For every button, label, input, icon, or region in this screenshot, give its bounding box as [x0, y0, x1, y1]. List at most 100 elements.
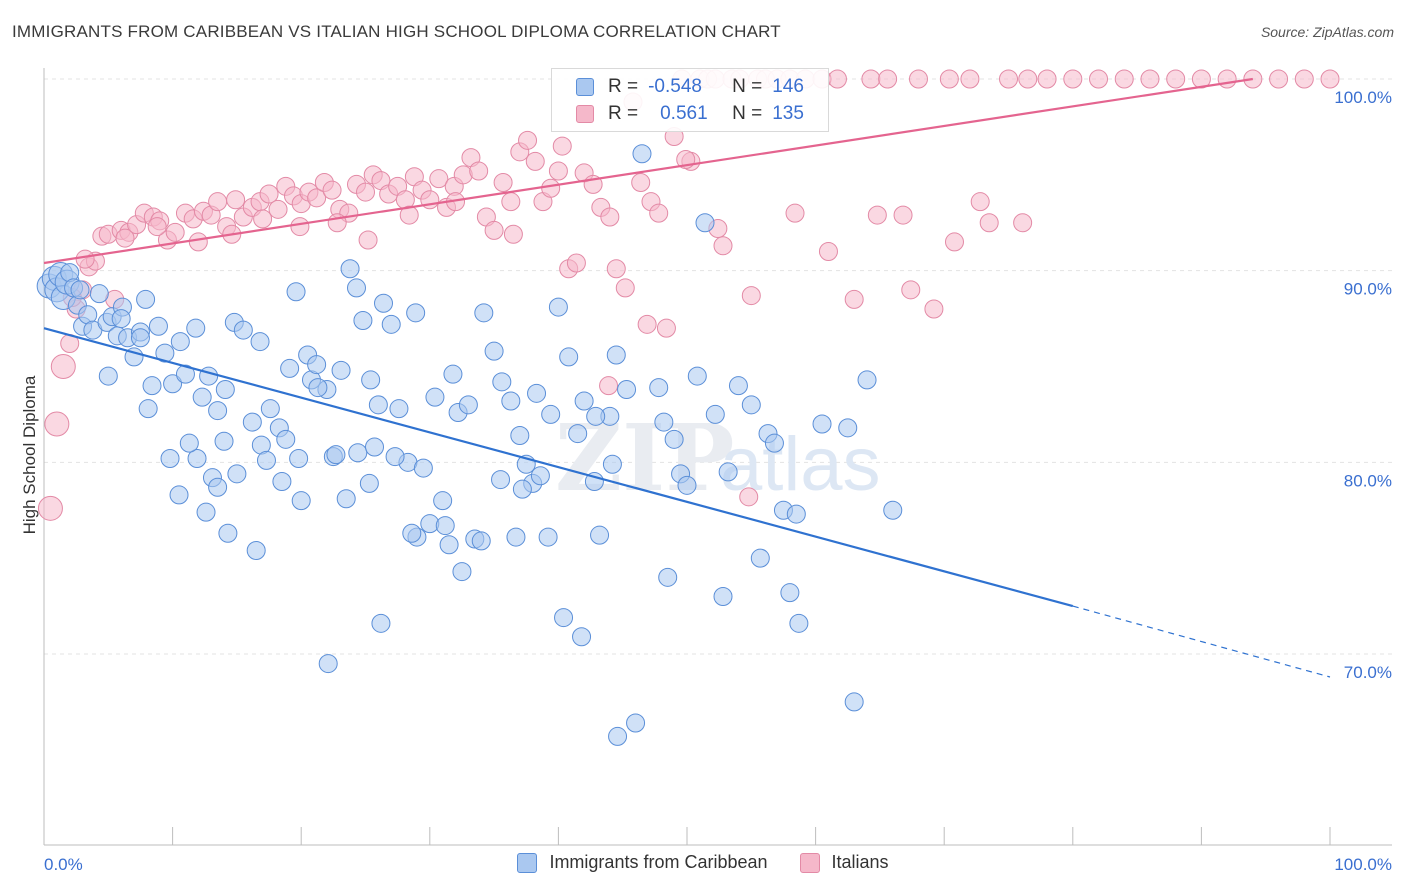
point-caribbean [541, 404, 561, 424]
point-caribbean [510, 426, 530, 445]
legend-n-label: N = [732, 76, 763, 97]
point-caribbean [169, 485, 189, 505]
point-caribbean [136, 289, 156, 309]
legend-row-caribbean: R = -0.548 N = 146 [576, 75, 804, 99]
point-caribbean [530, 466, 550, 486]
point-italians [979, 213, 999, 233]
point-caribbean [705, 404, 725, 424]
watermark: ZIP atlas [555, 404, 881, 512]
chart-title: IMMIGRANTS FROM CARIBBEAN VS ITALIAN HIG… [12, 22, 781, 41]
point-italians [656, 318, 676, 338]
legend-n-value-italians: 135 [772, 103, 804, 124]
point-caribbean [554, 608, 574, 628]
trend-line-italians [43, 77, 1254, 265]
point-italians [115, 228, 135, 248]
point-caribbean [501, 391, 521, 411]
point-caribbean [606, 345, 626, 365]
point-caribbean [368, 395, 388, 415]
point-caribbean [276, 429, 296, 449]
point-caribbean [568, 424, 588, 444]
point-caribbean [260, 399, 280, 419]
point-caribbean [98, 366, 118, 386]
point-italians [1089, 69, 1109, 89]
point-caribbean [242, 412, 262, 432]
point-caribbean [286, 282, 306, 302]
point-italians [322, 180, 342, 200]
point-italians [75, 249, 95, 269]
point-italians [44, 411, 70, 437]
point-italians [861, 69, 881, 89]
legend-r-value-caribbean: -0.548 [648, 76, 702, 97]
point-italians [1063, 69, 1083, 89]
point-caribbean [272, 472, 292, 491]
point-caribbean [425, 387, 445, 407]
legend-item-caribbean[interactable]: Immigrants from Caribbean [517, 852, 768, 873]
point-caribbean [491, 470, 511, 490]
point-italians [552, 136, 572, 156]
point-italians [226, 190, 246, 210]
point-italians [1140, 69, 1160, 89]
point-caribbean [365, 437, 385, 457]
point-caribbean [572, 627, 592, 647]
point-italians [1191, 69, 1211, 89]
point-caribbean [170, 332, 190, 352]
point-caribbean [196, 502, 216, 522]
point-italians [818, 242, 838, 261]
chart-source: Source: ZipAtlas.com [1260, 24, 1394, 40]
point-caribbean [70, 280, 90, 300]
point-caribbean [179, 433, 199, 453]
point-caribbean [608, 726, 628, 746]
point-caribbean [433, 491, 453, 511]
point-caribbean [148, 316, 168, 336]
point-caribbean [89, 284, 109, 304]
point-italians [290, 217, 310, 237]
point-caribbean [163, 374, 183, 394]
point-italians [1320, 69, 1340, 89]
point-caribbean [348, 443, 368, 463]
point-italians [1294, 69, 1314, 89]
point-caribbean [138, 399, 158, 419]
point-caribbean [160, 449, 180, 468]
point-caribbean [677, 475, 697, 495]
point-caribbean [371, 613, 391, 633]
point-caribbean [130, 328, 150, 348]
point-italians [600, 207, 620, 227]
legend-swatch-italians [576, 105, 594, 123]
legend-n-value-caribbean: 146 [772, 76, 804, 97]
point-italians [893, 205, 913, 225]
point-caribbean [199, 366, 219, 386]
point-caribbean [124, 347, 144, 367]
point-italians [208, 192, 228, 212]
point-caribbean [559, 347, 579, 367]
point-italians [1166, 69, 1186, 89]
point-caribbean [381, 314, 401, 334]
point-caribbean [617, 380, 637, 399]
point-caribbean [318, 654, 338, 674]
point-caribbean [353, 311, 373, 330]
legend-swatch-italians [799, 852, 820, 873]
point-italians [606, 259, 626, 279]
point-italians [1217, 69, 1237, 89]
point-italians [525, 151, 545, 171]
legend-label-italians: Italians [831, 852, 889, 872]
point-caribbean [602, 454, 622, 474]
point-caribbean [175, 364, 195, 384]
point-caribbean [250, 332, 270, 352]
legend-label-caribbean: Immigrants from Caribbean [549, 852, 768, 872]
point-caribbean [291, 491, 311, 511]
point-caribbean [340, 259, 360, 279]
point-italians [631, 173, 651, 192]
point-italians [50, 354, 76, 379]
point-caribbean [361, 370, 381, 390]
point-italians [649, 203, 669, 223]
point-caribbean [142, 376, 162, 396]
trend-lines [43, 77, 1331, 678]
point-caribbean [844, 692, 864, 712]
point-caribbean [718, 462, 738, 482]
point-caribbean [695, 213, 715, 233]
legend-item-italians[interactable]: Italians [799, 852, 889, 873]
y-tick-label: 100.0% [1334, 88, 1392, 107]
point-italians [541, 178, 561, 198]
point-caribbean [458, 395, 478, 415]
point-caribbean [215, 380, 235, 399]
